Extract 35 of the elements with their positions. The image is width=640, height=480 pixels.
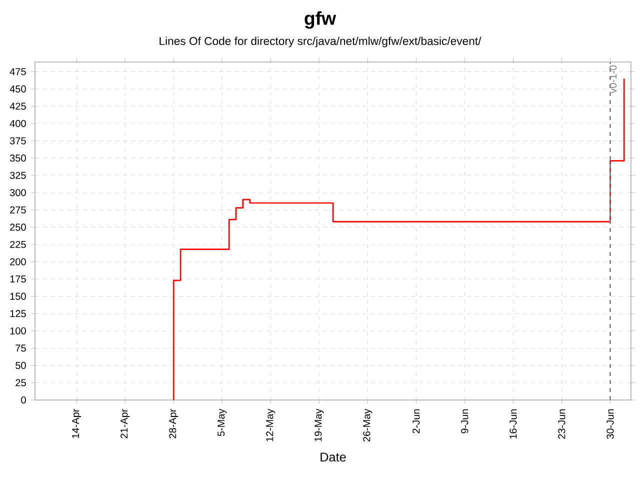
y-tick-label: 400 bbox=[10, 120, 26, 128]
y-tick-label: 200 bbox=[10, 258, 26, 266]
y-tick-label: 250 bbox=[10, 224, 26, 231]
y-tick-label: 325 bbox=[10, 172, 26, 179]
y-tick-label: 100 bbox=[10, 327, 26, 334]
x-tick-label: 30-Jun bbox=[606, 409, 614, 439]
y-tick-label: 0 bbox=[21, 396, 26, 404]
x-tick-label: 21-Apr bbox=[120, 408, 130, 438]
x-tick-label: 5-May bbox=[218, 408, 227, 436]
chart-subtitle: Lines Of Code for directory src/java/net/mlw/gfw/ext/basic/event/ bbox=[160, 36, 482, 48]
x-tick-label: 26-May bbox=[363, 408, 372, 442]
x-tick-label: 28-Apr bbox=[169, 408, 178, 438]
x-tick-label: 12-May bbox=[266, 408, 276, 442]
y-tick-label: 25 bbox=[16, 379, 26, 386]
y-tick-label: 350 bbox=[10, 154, 26, 162]
y-tick-label: 425 bbox=[10, 102, 26, 110]
y-tick-label: 300 bbox=[10, 189, 26, 196]
x-tick-label: 14-Apr bbox=[72, 408, 82, 438]
y-tick-label: 450 bbox=[10, 85, 26, 93]
x-tick-label: 23-Jun bbox=[558, 409, 566, 439]
x-tick-label: 9-Jun bbox=[461, 409, 468, 434]
y-tick-label: 475 bbox=[10, 68, 26, 76]
x-tick-label: 2-Jun bbox=[412, 409, 420, 434]
y-tick-label: 275 bbox=[10, 206, 26, 214]
y-tick-label: 225 bbox=[10, 240, 26, 248]
y-tick-label: 50 bbox=[16, 362, 26, 369]
y-tick-label: 375 bbox=[10, 137, 26, 144]
y-tick-label: 125 bbox=[10, 310, 26, 318]
x-tick-label: 19-May bbox=[314, 408, 324, 442]
x-tick-label: 16-Jun bbox=[510, 409, 517, 439]
y-tick-label: 175 bbox=[10, 276, 26, 283]
chart-title: gfw bbox=[304, 11, 336, 29]
y-tick-label: 75 bbox=[16, 344, 26, 352]
x-axis-title: Date bbox=[320, 452, 346, 462]
y-tick-label: 150 bbox=[10, 292, 26, 300]
